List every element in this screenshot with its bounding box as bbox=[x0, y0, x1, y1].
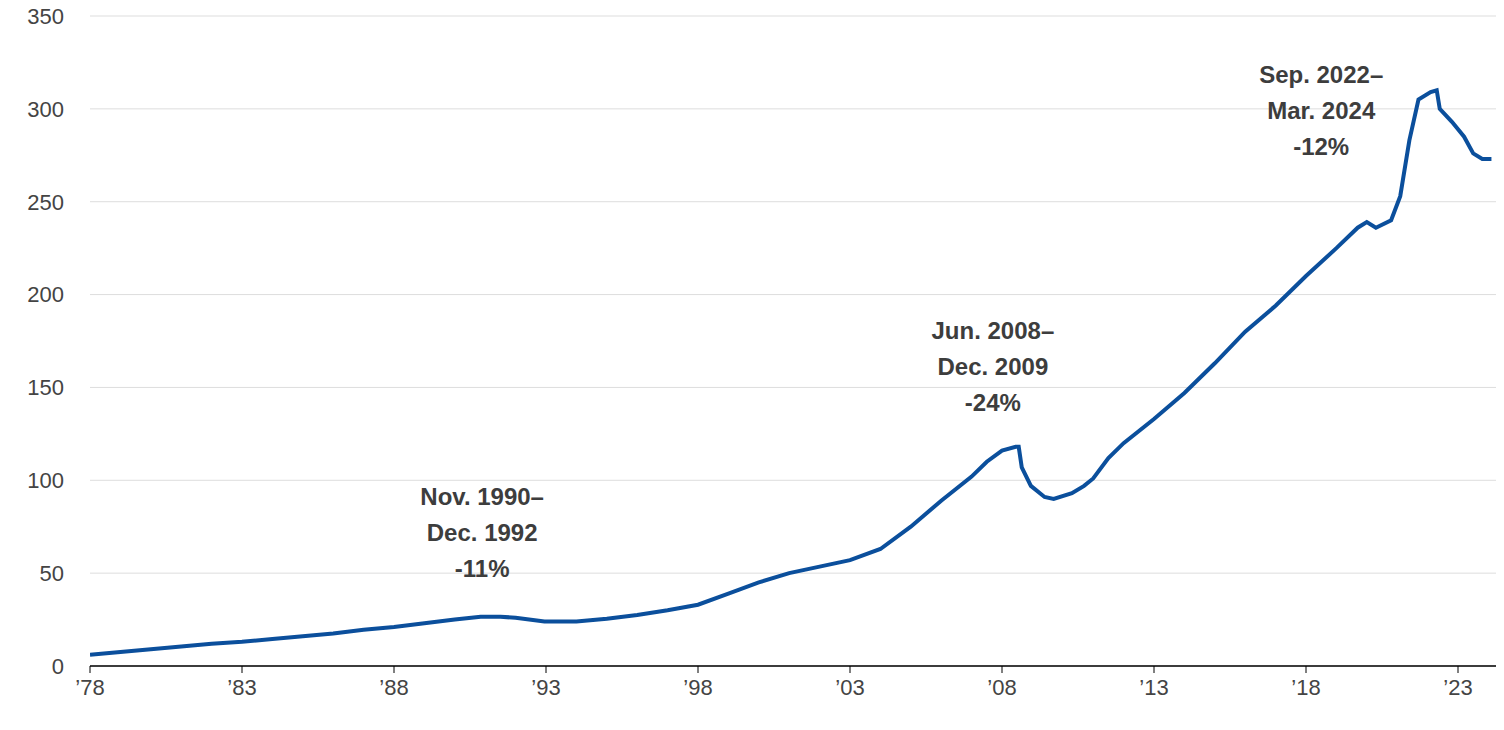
svg-text:Nov. 1990–Dec. 1992-11%: Nov. 1990–Dec. 1992-11% bbox=[420, 483, 544, 582]
svg-text:Sep. 2022–Mar. 2024-12%: Sep. 2022–Mar. 2024-12% bbox=[1259, 61, 1383, 160]
svg-text:350: 350 bbox=[27, 8, 64, 29]
svg-text:’18: ’18 bbox=[1291, 675, 1320, 700]
svg-text:300: 300 bbox=[27, 97, 64, 122]
svg-text:0: 0 bbox=[52, 654, 64, 679]
svg-text:’08: ’08 bbox=[987, 675, 1016, 700]
svg-text:’93: ’93 bbox=[531, 675, 560, 700]
svg-text:’78: ’78 bbox=[75, 675, 104, 700]
svg-text:’83: ’83 bbox=[227, 675, 256, 700]
svg-text:’13: ’13 bbox=[1139, 675, 1168, 700]
svg-text:’88: ’88 bbox=[379, 675, 408, 700]
svg-text:50: 50 bbox=[40, 561, 64, 586]
svg-text:100: 100 bbox=[27, 468, 64, 493]
svg-text:’23: ’23 bbox=[1443, 675, 1472, 700]
svg-text:200: 200 bbox=[27, 282, 64, 307]
svg-text:250: 250 bbox=[27, 190, 64, 215]
svg-text:Jun. 2008–Dec. 2009-24%: Jun. 2008–Dec. 2009-24% bbox=[932, 317, 1055, 416]
svg-text:’98: ’98 bbox=[683, 675, 712, 700]
svg-text:’03: ’03 bbox=[835, 675, 864, 700]
svg-text:150: 150 bbox=[27, 375, 64, 400]
